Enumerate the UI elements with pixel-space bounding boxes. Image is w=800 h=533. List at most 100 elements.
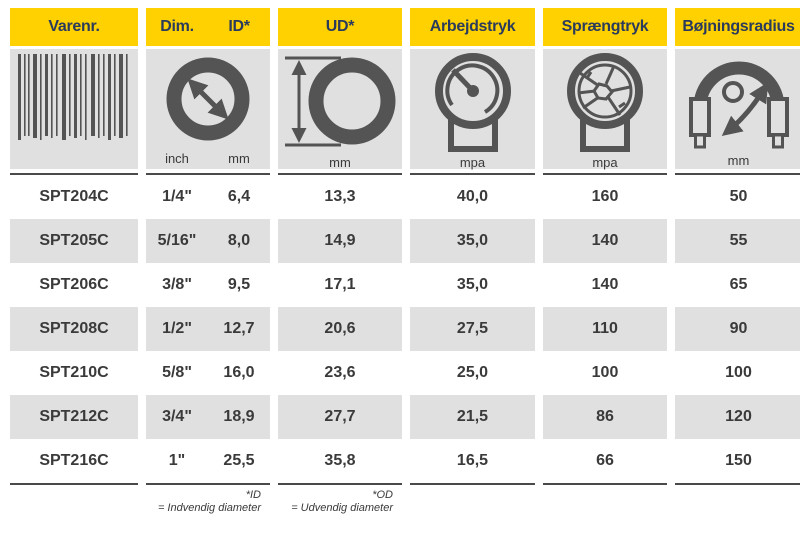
cell-spraengtryk: 100 <box>543 351 667 395</box>
cell-radius: 150 <box>675 439 800 483</box>
cell-id-mm: 18,9 <box>223 408 255 425</box>
table-row: SPT216C 1" 25,5 35,8 16,5 66 150 <box>10 439 800 483</box>
footnote-id-label: *ID <box>245 489 261 501</box>
cell-dim-id: 1/2" 12,7 <box>146 307 270 351</box>
cell-dim-inch: 5/16" <box>157 232 197 249</box>
cell-radius: 100 <box>675 351 800 395</box>
cell-spraengtryk: 110 <box>543 307 667 351</box>
cell-radius: 65 <box>675 263 800 307</box>
cell-radius: 55 <box>675 219 800 263</box>
cell-arbejdstryk: 35,0 <box>410 263 535 307</box>
cell-radius: 50 <box>675 175 800 219</box>
product-spec-table: Varenr. Dim. ID* UD* Arbejdstryk Sprængt… <box>10 8 800 515</box>
unit-arbejdstryk-mpa: mpa <box>459 155 486 170</box>
cell-varenr: SPT205C <box>10 219 138 263</box>
cell-spraengtryk: 140 <box>543 219 667 263</box>
cell-varenr: SPT204C <box>10 175 138 219</box>
cell-id-mm: 12,7 <box>223 320 255 337</box>
cell-arbejdstryk: 16,5 <box>410 439 535 483</box>
cell-ud-mm: 35,8 <box>278 439 402 483</box>
units-dim-id: inch mm <box>146 151 270 172</box>
bend-radius-icon <box>688 61 789 149</box>
unit-radius-mm: mm <box>727 153 750 168</box>
cell-varenr: SPT210C <box>10 351 138 395</box>
bottom-separator <box>10 483 800 485</box>
table-header-row: Varenr. Dim. ID* UD* Arbejdstryk Sprængt… <box>10 8 800 46</box>
header-spraengtryk: Sprængtryk <box>543 8 667 46</box>
header-id: ID* <box>228 18 250 35</box>
table-row: SPT210C 5/8" 16,0 23,6 25,0 100 100 <box>10 351 800 395</box>
cell-dim-inch: 1/4" <box>162 188 192 205</box>
cell-arbejdstryk: 25,0 <box>410 351 535 395</box>
cell-spraengtryk: 140 <box>543 263 667 307</box>
cell-varenr: SPT212C <box>10 395 138 439</box>
cell-spraengtryk: 86 <box>543 395 667 439</box>
cell-ud-mm: 14,9 <box>278 219 402 263</box>
icon-cell-varenr <box>10 49 138 169</box>
cell-dim-id: 3/8" 9,5 <box>146 263 270 307</box>
cell-varenr: SPT216C <box>10 439 138 483</box>
header-dim-id: Dim. ID* <box>146 8 270 46</box>
icon-cell-spraengtryk: mpa <box>543 49 667 170</box>
table-row: SPT208C 1/2" 12,7 20,6 27,5 110 90 <box>10 307 800 351</box>
cell-dim-inch: 5/8" <box>162 364 192 381</box>
icon-cell-id: inch mm <box>146 49 270 169</box>
cell-spraengtryk: 160 <box>543 175 667 219</box>
cell-id-mm: 25,5 <box>223 452 255 469</box>
cell-ud-mm: 20,6 <box>278 307 402 351</box>
top-separator <box>10 173 800 175</box>
header-ud: UD* <box>278 8 402 46</box>
icon-cell-ud: mm <box>278 49 402 170</box>
cell-arbejdstryk: 35,0 <box>410 219 535 263</box>
pressure-gauge-icon <box>434 53 511 152</box>
cell-dim-id: 3/4" 18,9 <box>146 395 270 439</box>
footnote-id: *ID = Indvendig diameter <box>146 489 270 515</box>
footnote-od: *OD = Udvendig diameter <box>278 489 402 515</box>
header-arbejdstryk: Arbejdstryk <box>410 8 535 46</box>
cell-id-mm: 16,0 <box>223 364 255 381</box>
footnote-od-label: *OD <box>372 489 393 501</box>
cell-varenr: SPT206C <box>10 263 138 307</box>
icon-row: inch mm mm <box>10 49 800 170</box>
cell-spraengtryk: 66 <box>543 439 667 483</box>
table-row: SPT204C 1/4" 6,4 13,3 40,0 160 50 <box>10 175 800 219</box>
icon-cell-arbejdstryk: mpa <box>410 49 535 170</box>
footnote-id-text: = Indvendig diameter <box>157 502 261 514</box>
outer-diameter-icon <box>285 56 396 147</box>
cell-dim-inch: 1/2" <box>162 320 192 337</box>
cell-ud-mm: 17,1 <box>278 263 402 307</box>
cell-arbejdstryk: 21,5 <box>410 395 535 439</box>
cell-ud-mm: 23,6 <box>278 351 402 395</box>
icon-cell-radius: mm <box>675 49 800 169</box>
cell-id-mm: 8,0 <box>227 232 251 249</box>
cell-varenr: SPT208C <box>10 307 138 351</box>
cell-dim-id: 5/8" 16,0 <box>146 351 270 395</box>
cell-dim-id: 1/4" 6,4 <box>146 175 270 219</box>
cell-ud-mm: 13,3 <box>278 175 402 219</box>
footnote-row: *ID = Indvendig diameter *OD = Udvendig … <box>10 489 796 515</box>
cell-arbejdstryk: 27,5 <box>410 307 535 351</box>
unit-spraengtryk-mpa: mpa <box>592 155 618 170</box>
footnote-od-text: = Udvendig diameter <box>291 502 393 514</box>
cell-radius: 120 <box>675 395 800 439</box>
cell-dim-inch: 3/8" <box>162 276 192 293</box>
cell-dim-inch: 1" <box>168 452 186 469</box>
unit-inch: inch <box>165 151 189 166</box>
cell-dim-id: 5/16" 8,0 <box>146 219 270 263</box>
units-spacer <box>10 144 138 169</box>
barcode-icon <box>18 53 128 140</box>
cell-dim-inch: 3/4" <box>162 408 192 425</box>
table-row: SPT205C 5/16" 8,0 14,9 35,0 140 55 <box>10 219 800 263</box>
unit-ud-mm: mm <box>329 155 351 170</box>
header-radius: Bøjningsradius <box>675 8 800 46</box>
cell-ud-mm: 27,7 <box>278 395 402 439</box>
header-dim: Dim. <box>160 18 194 35</box>
header-varenr: Varenr. <box>10 8 138 46</box>
unit-id-mm: mm <box>228 151 250 166</box>
burst-gauge-icon <box>567 53 643 152</box>
cell-id-mm: 9,5 <box>227 276 251 293</box>
cell-arbejdstryk: 40,0 <box>410 175 535 219</box>
table-row: SPT206C 3/8" 9,5 17,1 35,0 140 65 <box>10 263 800 307</box>
inner-diameter-icon <box>166 57 250 141</box>
table-row: SPT212C 3/4" 18,9 27,7 21,5 86 120 <box>10 395 800 439</box>
